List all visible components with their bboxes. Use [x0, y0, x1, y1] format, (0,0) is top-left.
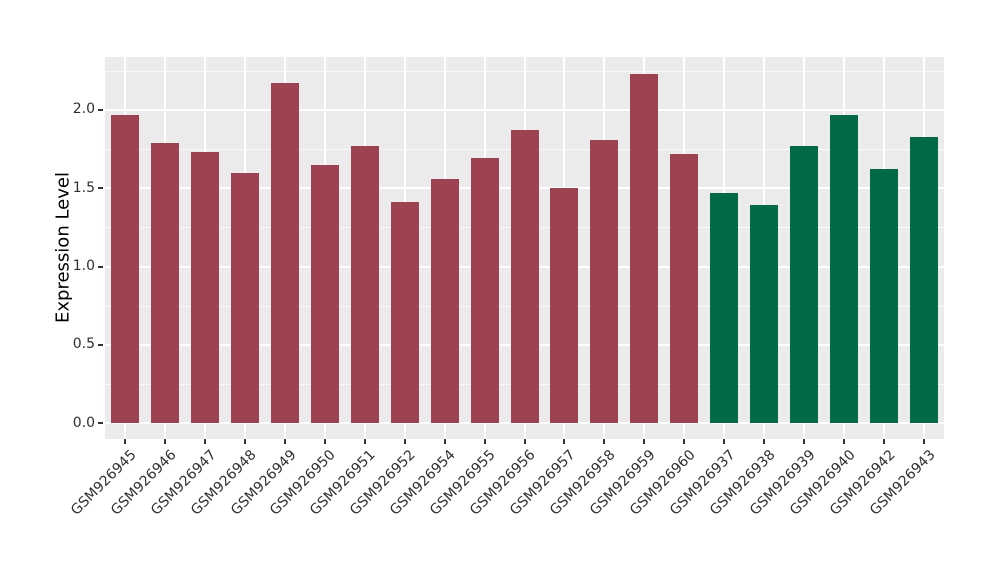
- gridline-minor: [105, 70, 944, 72]
- x-tick-mark: [843, 439, 846, 444]
- plot-panel: [105, 57, 944, 439]
- x-tick-mark: [323, 439, 326, 444]
- gridline-major: [105, 422, 944, 425]
- x-tick-mark: [283, 439, 286, 444]
- y-tick-label: 1.0: [72, 258, 95, 275]
- x-tick-mark: [763, 439, 766, 444]
- x-tick-mark: [683, 439, 686, 444]
- y-tick-label: 1.5: [72, 179, 95, 196]
- x-tick-mark: [443, 439, 446, 444]
- bar-GSM926947: [190, 152, 219, 424]
- x-tick-mark: [723, 439, 726, 444]
- gridline-major: [105, 108, 944, 111]
- x-tick-mark: [603, 439, 606, 444]
- bar-GSM926951: [350, 145, 379, 424]
- y-tick-mark: [98, 422, 103, 425]
- bar-GSM926949: [270, 83, 299, 424]
- y-tick-label: 0.5: [72, 336, 95, 353]
- bar-GSM926956: [510, 130, 539, 424]
- x-tick-mark: [643, 439, 646, 444]
- bar-GSM926937: [710, 192, 739, 424]
- x-tick-mark: [163, 439, 166, 444]
- x-tick-mark: [403, 439, 406, 444]
- y-tick-mark: [98, 187, 103, 190]
- bar-GSM926958: [590, 139, 619, 424]
- x-tick-mark: [563, 439, 566, 444]
- x-tick-mark: [243, 439, 246, 444]
- y-tick-label: 2.0: [72, 101, 95, 118]
- x-tick-mark: [923, 439, 926, 444]
- bar-GSM926955: [470, 158, 499, 424]
- y-axis-title: Expression Level: [52, 172, 74, 323]
- y-tick-mark: [98, 265, 103, 268]
- bar-GSM926960: [670, 153, 699, 424]
- bar-GSM926939: [790, 145, 819, 424]
- x-tick-mark: [123, 439, 126, 444]
- bar-GSM926959: [630, 73, 659, 424]
- bar-GSM926950: [310, 164, 339, 424]
- x-tick-mark: [483, 439, 486, 444]
- bar-GSM926957: [550, 188, 579, 424]
- x-tick-mark: [803, 439, 806, 444]
- bar-GSM926938: [750, 205, 779, 424]
- bar-GSM926945: [110, 114, 139, 424]
- x-tick-mark: [363, 439, 366, 444]
- bar-GSM926948: [230, 172, 259, 424]
- y-tick-mark: [98, 343, 103, 346]
- x-tick-mark: [523, 439, 526, 444]
- bar-GSM926954: [430, 178, 459, 424]
- bar-GSM926942: [870, 169, 899, 424]
- x-tick-mark: [883, 439, 886, 444]
- bar-GSM926952: [390, 202, 419, 424]
- bar-GSM926940: [830, 114, 859, 424]
- x-tick-mark: [203, 439, 206, 444]
- bar-GSM926943: [910, 136, 939, 424]
- y-tick-mark: [98, 108, 103, 111]
- bar-GSM926946: [150, 142, 179, 424]
- y-tick-label: 0.0: [72, 414, 95, 431]
